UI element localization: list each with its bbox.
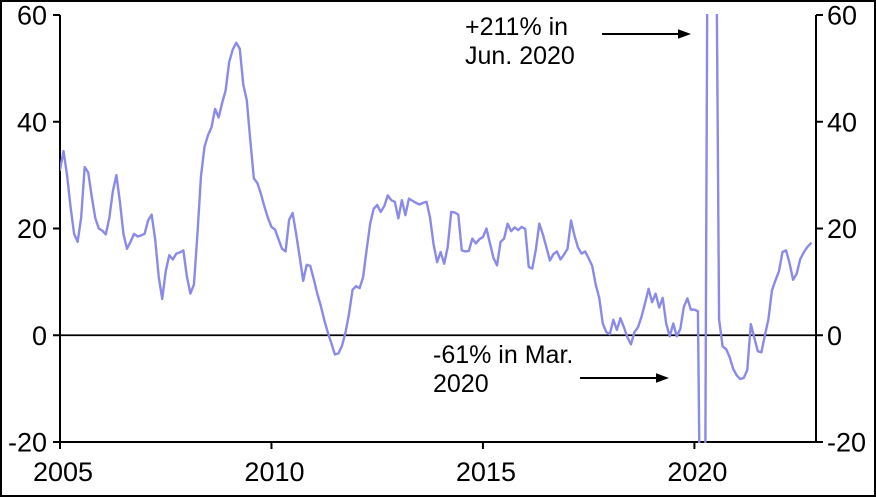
y-tick-label-right: 20: [827, 214, 857, 244]
annotation-mar-2020: -61% in Mar. 2020: [433, 341, 573, 399]
y-tick-label-left: 40: [17, 107, 47, 137]
x-tick-label: 2015: [456, 457, 516, 487]
data-series-line: [60, 14, 812, 443]
annotation-mar-2020-line1: -61% in Mar.: [433, 341, 574, 369]
y-tick-label-left: 60: [17, 1, 47, 31]
annotation-jun-2020-line2: Jun. 2020: [465, 42, 575, 70]
y-tick-label-left: 0: [32, 321, 47, 351]
annotation-mar-2020-line2: 2020: [433, 370, 489, 398]
x-tick-label: 2005: [33, 457, 93, 487]
x-tick-label: 2020: [667, 457, 727, 487]
y-tick-label-left: -20: [8, 428, 47, 458]
annotation-jun-2020: +211% in Jun. 2020: [465, 13, 575, 71]
annotation-arrowhead: [656, 373, 669, 383]
x-tick-label: 2010: [244, 457, 304, 487]
y-tick-label-left: 20: [17, 214, 47, 244]
y-tick-label-right: 0: [827, 321, 842, 351]
y-tick-label-right: -20: [827, 428, 866, 458]
y-tick-label-right: 60: [827, 1, 857, 31]
annotation-arrowhead: [678, 29, 691, 39]
annotation-jun-2020-line1: +211% in: [465, 13, 569, 41]
y-tick-label-right: 40: [827, 107, 857, 137]
